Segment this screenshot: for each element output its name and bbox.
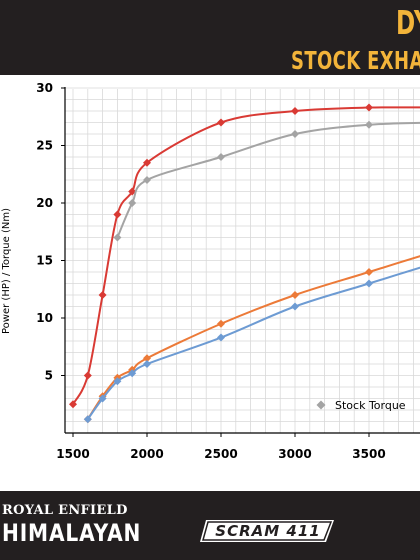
series-1-marker [291, 107, 299, 115]
brand-logo-small-text: ROYAL ENFIELD [2, 503, 128, 518]
brand-logo-himalayan: HIMALAYAN [2, 519, 142, 547]
series-3-marker [217, 319, 225, 328]
series-4-marker [128, 369, 137, 378]
series-1-marker [143, 158, 151, 167]
y-tick-label: 5 [45, 369, 53, 383]
legend-marker [316, 400, 326, 410]
series-4-marker [365, 279, 373, 288]
series-4-marker [83, 415, 92, 424]
series-4-marker [113, 377, 122, 386]
series-3-marker [291, 291, 299, 299]
series-2-marker [128, 199, 137, 207]
series-3-marker [365, 268, 373, 276]
series-1-marker [98, 291, 107, 299]
series-line-4 [86, 266, 420, 420]
y-tick-label: 10 [36, 311, 53, 325]
y-axis-label: Power (HP) / Torque (Nm) [1, 208, 12, 334]
series-2-marker [365, 120, 373, 129]
y-tick-label: 20 [36, 196, 53, 210]
chart-subtitle: STOCK EXHA [291, 46, 420, 75]
series-2-marker [291, 130, 299, 138]
x-tick-label: 3500 [352, 447, 385, 461]
series-4-marker [143, 360, 151, 368]
series-2-marker [217, 153, 225, 161]
y-tick-label: 15 [36, 254, 53, 268]
series-2-marker [143, 176, 151, 184]
scram-logo-frame [200, 520, 334, 542]
scram-logo-text: SCRAM 411 [215, 522, 321, 540]
y-tick-label: 30 [36, 81, 53, 95]
series-1-marker [69, 400, 77, 409]
series-line-3 [86, 255, 420, 420]
series-line-1 [72, 106, 420, 405]
chart-axes: 5 10 15 20 25 30 1500 2000 2500 3000 3500 [36, 81, 420, 461]
series-1-marker [113, 210, 122, 219]
header-band [0, 0, 420, 75]
series-1-marker [217, 118, 225, 127]
x-tick-label: 2000 [130, 447, 163, 461]
legend-label: Stock Torque [335, 399, 406, 412]
chart-series [69, 103, 420, 424]
chart-legend: Stock Torque [316, 399, 406, 412]
scram-logo: SCRAM 411 [198, 518, 338, 544]
x-tick-label: 1500 [56, 447, 89, 461]
series-2-marker [113, 233, 122, 242]
x-tick-label: 2500 [204, 447, 237, 461]
series-4-marker [217, 333, 225, 342]
chart-grid [65, 87, 420, 433]
y-tick-label: 25 [36, 139, 53, 153]
series-1-marker [83, 371, 92, 380]
dyno-chart: 5 10 15 20 25 30 1500 2000 2500 3000 3500 Stock To… [1, 81, 420, 461]
series-4-marker [291, 302, 299, 311]
chart-title: DY [396, 3, 420, 42]
series-1-marker [365, 103, 373, 112]
x-tick-label: 3000 [278, 447, 311, 461]
series-4-marker [98, 394, 107, 403]
series-3-marker [143, 354, 151, 363]
